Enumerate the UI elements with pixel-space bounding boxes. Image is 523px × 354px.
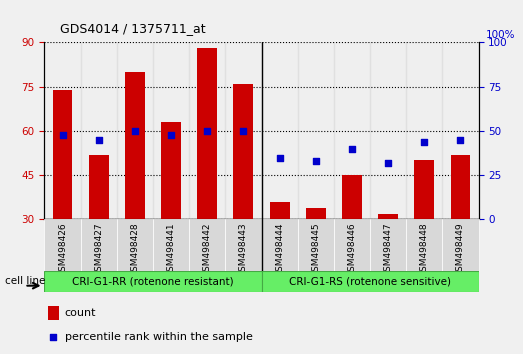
Text: GSM498428: GSM498428: [130, 222, 140, 277]
Text: count: count: [65, 308, 96, 318]
Text: GSM498447: GSM498447: [383, 222, 393, 277]
Bar: [161, 122, 181, 219]
Bar: [48, 307, 59, 320]
Bar: [125, 72, 145, 219]
Bar: [153, 42, 189, 219]
Point: [131, 128, 139, 134]
Point: [384, 160, 392, 166]
Text: cell line: cell line: [5, 276, 46, 286]
Point: [456, 137, 464, 143]
Point: [167, 132, 175, 137]
Text: GSM498441: GSM498441: [166, 222, 176, 277]
Bar: [306, 208, 326, 219]
Bar: [89, 155, 109, 219]
Bar: [414, 160, 434, 219]
Point: [59, 132, 67, 137]
Text: GSM498443: GSM498443: [239, 222, 248, 277]
Point: [420, 139, 428, 144]
Bar: [270, 202, 290, 219]
Point: [49, 334, 58, 339]
Text: GSM498444: GSM498444: [275, 222, 284, 276]
FancyBboxPatch shape: [117, 219, 153, 271]
Text: GSM498448: GSM498448: [420, 222, 429, 277]
Point: [348, 146, 356, 152]
Text: GSM498445: GSM498445: [311, 222, 320, 277]
Text: 100%: 100%: [485, 30, 515, 40]
Text: CRI-G1-RS (rotenone sensitive): CRI-G1-RS (rotenone sensitive): [289, 276, 451, 286]
FancyBboxPatch shape: [44, 219, 81, 271]
Bar: [53, 90, 73, 219]
Text: GSM498427: GSM498427: [94, 222, 103, 277]
Text: GDS4014 / 1375711_at: GDS4014 / 1375711_at: [60, 22, 206, 35]
FancyBboxPatch shape: [189, 219, 225, 271]
Text: CRI-G1-RR (rotenone resistant): CRI-G1-RR (rotenone resistant): [72, 276, 234, 286]
Text: GSM498449: GSM498449: [456, 222, 465, 277]
Bar: [233, 84, 253, 219]
Bar: [117, 42, 153, 219]
Point: [95, 137, 103, 143]
FancyBboxPatch shape: [442, 219, 479, 271]
Bar: [81, 42, 117, 219]
Point: [239, 128, 247, 134]
Text: GSM498446: GSM498446: [347, 222, 357, 277]
Bar: [189, 42, 225, 219]
Bar: [197, 48, 217, 219]
FancyBboxPatch shape: [225, 219, 262, 271]
Point: [276, 155, 284, 160]
Bar: [378, 213, 398, 219]
FancyBboxPatch shape: [298, 219, 334, 271]
Bar: [298, 42, 334, 219]
FancyBboxPatch shape: [153, 219, 189, 271]
FancyBboxPatch shape: [406, 219, 442, 271]
Bar: [225, 42, 262, 219]
FancyBboxPatch shape: [44, 271, 262, 292]
FancyBboxPatch shape: [81, 219, 117, 271]
Bar: [334, 42, 370, 219]
Text: GSM498426: GSM498426: [58, 222, 67, 277]
Text: percentile rank within the sample: percentile rank within the sample: [65, 332, 253, 342]
Bar: [450, 155, 470, 219]
Bar: [44, 42, 81, 219]
FancyBboxPatch shape: [262, 219, 298, 271]
Bar: [262, 42, 298, 219]
Bar: [406, 42, 442, 219]
Text: GSM498442: GSM498442: [203, 222, 212, 276]
Point: [203, 128, 211, 134]
FancyBboxPatch shape: [262, 271, 479, 292]
FancyBboxPatch shape: [334, 219, 370, 271]
Bar: [370, 42, 406, 219]
FancyBboxPatch shape: [370, 219, 406, 271]
Bar: [342, 175, 362, 219]
Bar: [442, 42, 479, 219]
Point: [312, 158, 320, 164]
